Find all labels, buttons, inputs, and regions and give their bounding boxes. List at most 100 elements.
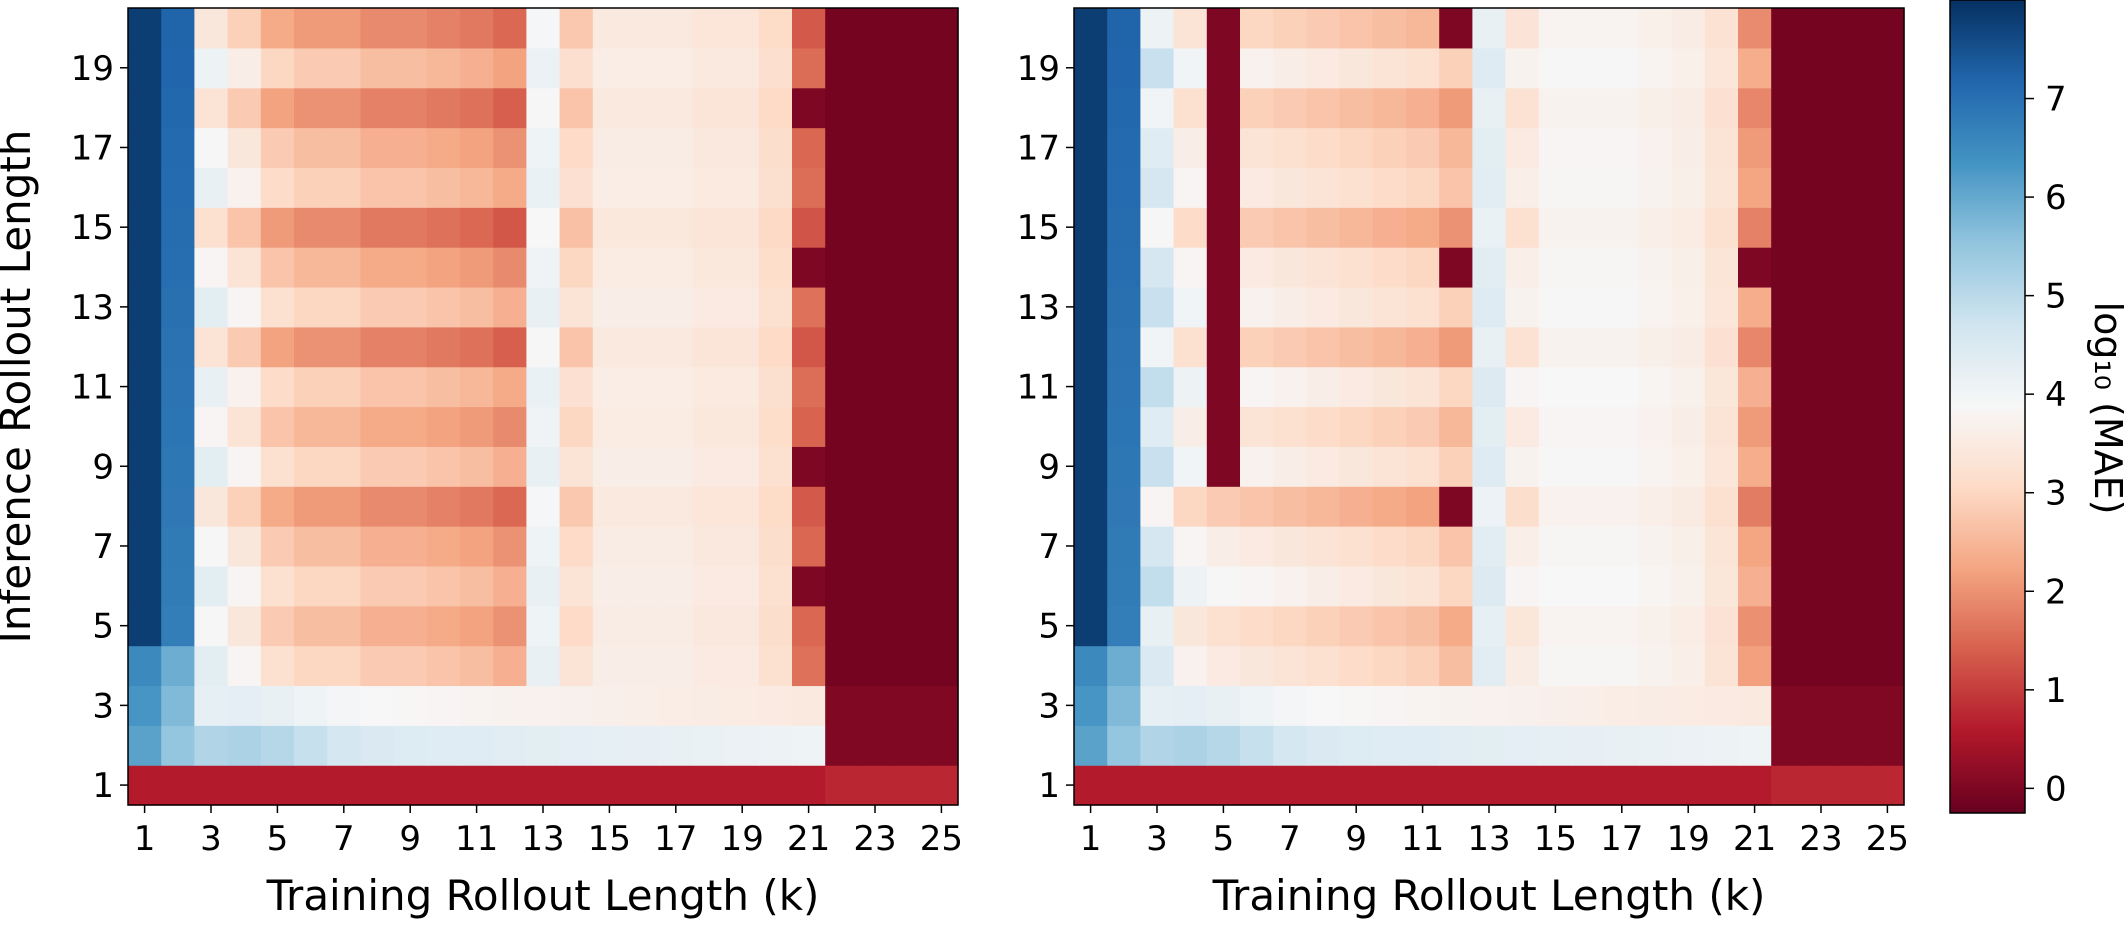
heatmap-cell [1671,565,1706,607]
heatmap-cell [792,645,826,687]
heatmap-cell [1173,8,1208,49]
heatmap-cell [1605,207,1639,248]
heatmap-cell [1173,247,1208,288]
heatmap-cell [1406,605,1440,647]
heatmap-cell [1439,366,1473,408]
heatmap-cell [692,565,727,607]
heatmap-cell [493,605,527,647]
heatmap-cell [792,486,826,527]
heatmap-cell [1837,605,1872,647]
heatmap-cell [260,605,295,647]
heatmap-cell [194,8,229,49]
heatmap-cell [460,725,494,766]
heatmap-cell [1240,725,1274,766]
heatmap-cell [559,47,594,89]
heatmap-cell [792,565,826,607]
heatmap-cell [1273,685,1307,726]
heatmap-cell [1206,565,1241,607]
x-tick-label: 23 [1799,819,1842,859]
heatmap-cell [1273,406,1307,447]
heatmap-cell [526,87,561,129]
heatmap-cell [592,486,627,527]
heatmap-cell [891,685,926,726]
y-tick-label: 19 [71,49,114,89]
heatmap-cell [1306,565,1341,607]
y-tick-label: 1 [92,766,114,806]
heatmap-cell [825,326,859,368]
heatmap-cell [1406,47,1440,89]
colorbar-tick-label: 3 [2045,474,2067,514]
heatmap-cell [924,247,959,288]
heatmap-cell [1704,247,1739,288]
heatmap-cell [1074,247,1108,288]
heatmap-cell [493,685,527,726]
heatmap-cell [825,645,859,687]
heatmap-cell [1439,286,1473,328]
heatmap-cell [393,685,428,726]
heatmap-cell [592,127,627,168]
heatmap-cell [1671,486,1706,527]
heatmap-cell [1505,685,1540,726]
heatmap-cell [692,286,727,328]
heatmap-cell [1837,486,1872,527]
heatmap-cell [1439,565,1473,607]
heatmap-cell [1173,725,1208,766]
x-tick-label: 13 [521,819,564,859]
heatmap-cell [294,167,328,208]
heatmap-cell [1140,765,1175,806]
heatmap-cell [1273,127,1307,168]
heatmap-cell [1505,725,1540,766]
heatmap-cell [659,326,693,368]
heatmap-cell [227,406,262,447]
heatmap-cell [758,565,793,607]
heatmap-cell [526,486,561,527]
heatmap-cell [792,406,826,447]
heatmap-cell [659,127,693,168]
heatmap-cell [128,286,162,328]
heatmap-cell [659,8,693,49]
heatmap-cell [1339,565,1374,607]
heatmap-cell [592,406,627,447]
heatmap-cell [1505,247,1540,288]
heatmap-cell [360,207,395,248]
heatmap-cell [1306,406,1341,447]
x-tick-label: 5 [1213,819,1235,859]
heatmap-cell [194,286,229,328]
heatmap-cell [1804,605,1839,647]
heatmap-cell [161,605,195,647]
heatmap-cell [858,605,893,647]
heatmap-cell [360,605,395,647]
heatmap-cell [825,247,859,288]
x-tick-label: 25 [920,819,963,859]
heatmap-cell [1339,526,1374,567]
heatmap-cell [1339,247,1374,288]
heatmap-cell [526,167,561,208]
heatmap-cell [924,127,959,168]
heatmap-cell [792,286,826,328]
heatmap-cell [493,765,527,806]
heatmap-cell [792,765,826,806]
heatmap-cell [426,685,461,726]
heatmap-cell [1339,765,1374,806]
colorbar-tick-label: 6 [2045,178,2067,218]
heatmap-cell [1074,605,1108,647]
heatmap-cell [1439,87,1473,129]
heatmap-cell [626,127,660,168]
heatmap-cell [1505,127,1540,168]
heatmap-cell [1771,446,1805,487]
y-tick-label: 17 [71,128,114,168]
heatmap-cell [725,685,760,726]
heatmap-cell [426,526,461,567]
heatmap-cell [460,207,494,248]
heatmap-cell [1505,326,1540,368]
heatmap-cell [260,366,295,408]
heatmap-cell [327,127,361,168]
heatmap-cell [360,127,395,168]
x-tick-label: 7 [1279,819,1301,859]
heatmap-cell [1472,486,1507,527]
heatmap-cell [626,366,660,408]
heatmap-cell [692,486,727,527]
x-tick-label: 15 [1534,819,1577,859]
x-tick-label: 3 [200,819,222,859]
heatmap-cell [592,446,627,487]
